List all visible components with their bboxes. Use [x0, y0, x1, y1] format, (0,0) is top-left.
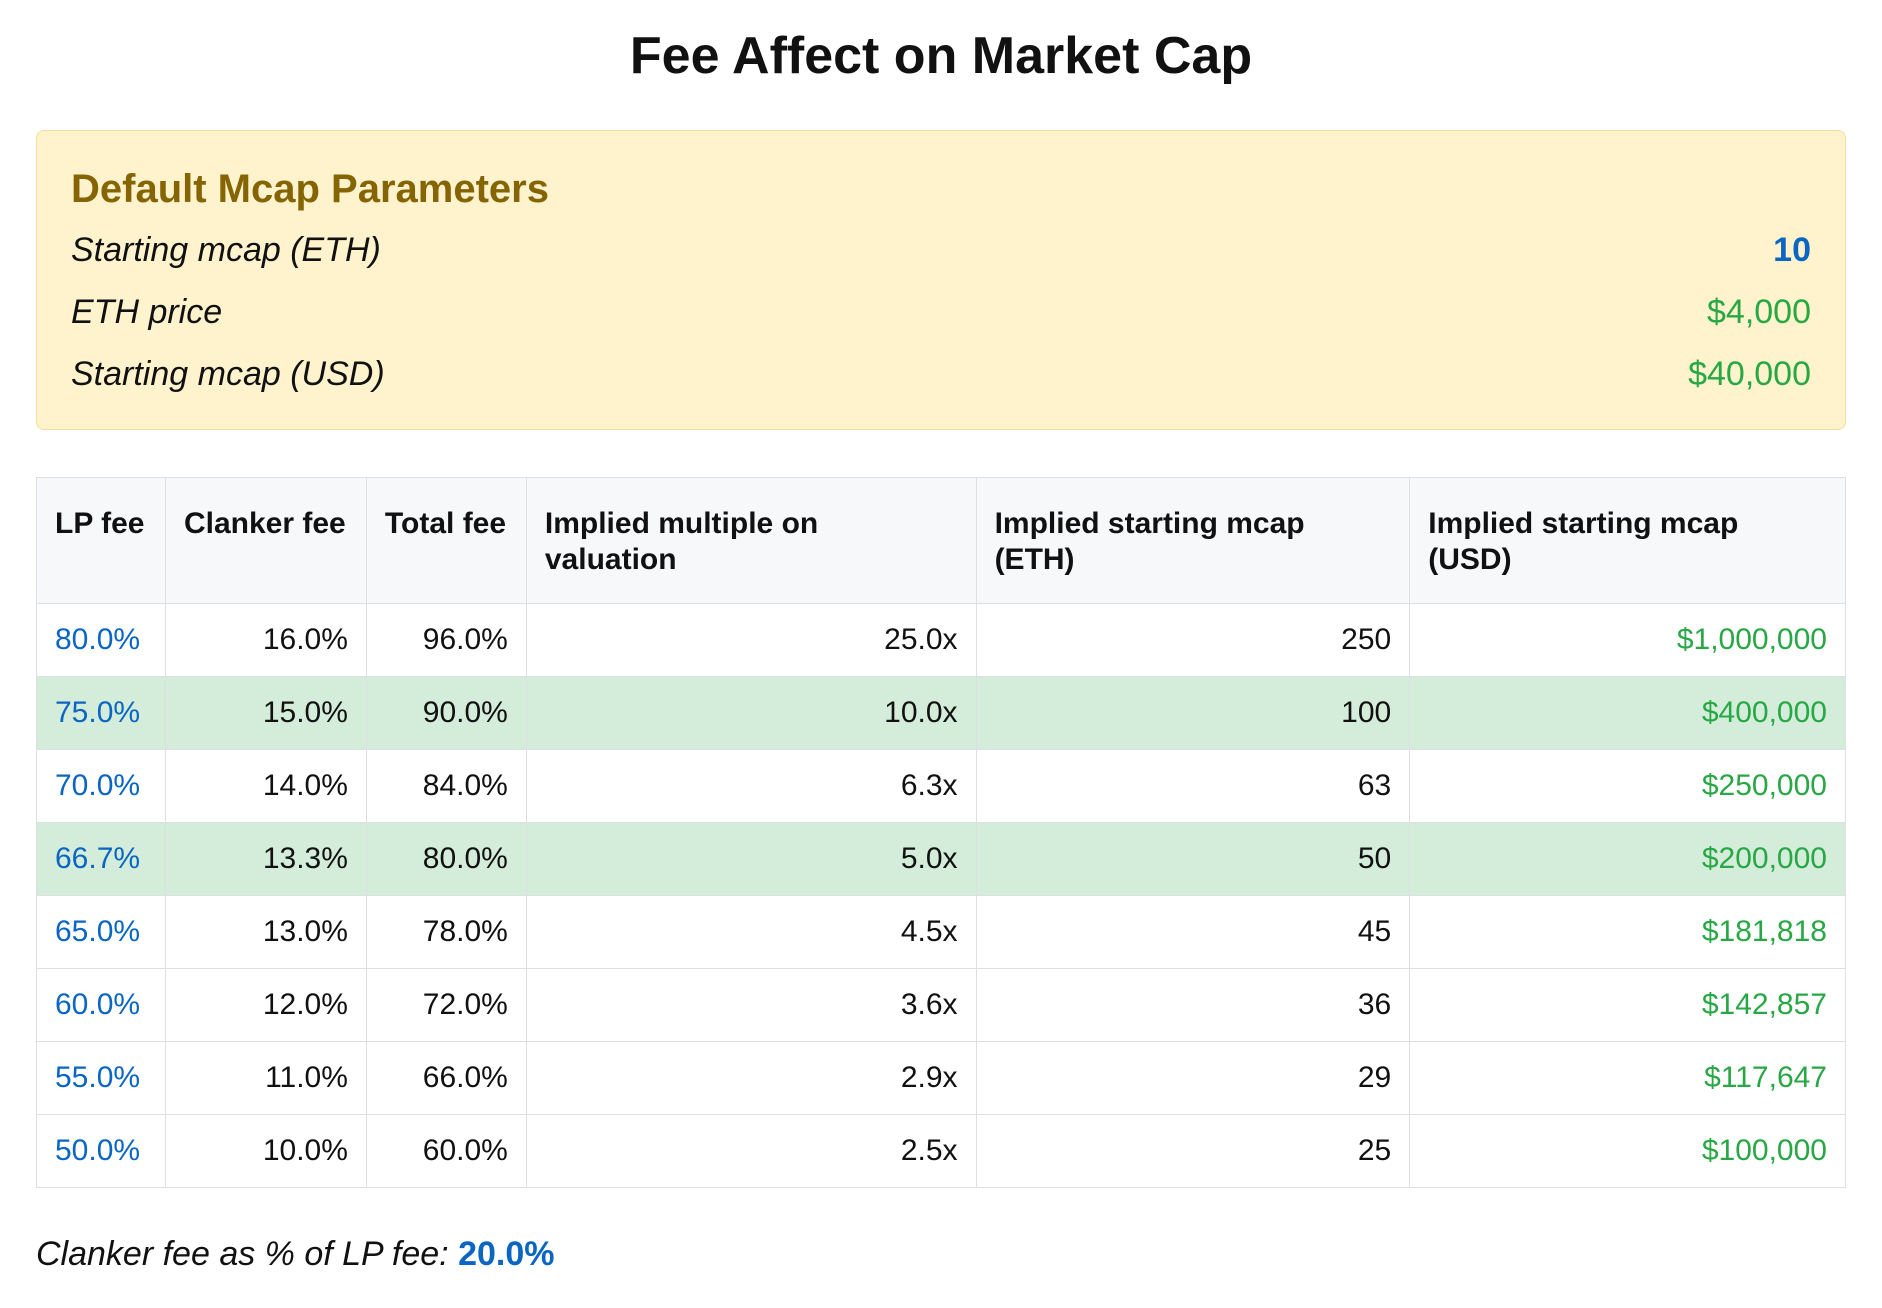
cell-lp-fee: 60.0% [36, 968, 166, 1042]
cell-total-fee: 72.0% [365, 968, 527, 1042]
cell-clanker-fee: 15.0% [164, 676, 367, 750]
cell-lp-fee: 50.0% [36, 1114, 166, 1188]
cell-mcap-eth: 25 [975, 1114, 1411, 1188]
param-value: $40,000 [1688, 354, 1811, 393]
column-header-total-fee: Total fee [365, 477, 527, 604]
footer-value: 20.0% [458, 1235, 555, 1273]
cell-implied-multiple: 6.3x [525, 749, 977, 823]
column-header-mcap-usd: Implied starting mcap (USD) [1409, 477, 1846, 604]
param-row-starting-mcap-usd: Starting mcap (USD) $40,000 [71, 343, 1811, 405]
param-label: Starting mcap (USD) [71, 354, 385, 393]
cell-implied-multiple: 25.0x [525, 603, 977, 677]
param-row-eth-price: ETH price $4,000 [71, 281, 1811, 343]
cell-mcap-usd: $142,857 [1409, 968, 1846, 1042]
cell-total-fee: 90.0% [365, 676, 527, 750]
cell-mcap-eth: 45 [975, 895, 1411, 969]
column-header-implied-multiple: Implied multiple on valuation [525, 477, 977, 604]
table-row: 70.0% 14.0% 84.0% 6.3x 63 $250,000 [36, 749, 1846, 823]
cell-mcap-eth: 250 [975, 603, 1411, 677]
params-panel: Default Mcap Parameters Starting mcap (E… [36, 130, 1846, 430]
cell-total-fee: 80.0% [365, 822, 527, 896]
cell-implied-multiple: 3.6x [525, 968, 977, 1042]
cell-mcap-usd: $200,000 [1409, 822, 1846, 896]
cell-total-fee: 84.0% [365, 749, 527, 823]
footer-note: Clanker fee as % of LP fee: 20.0% [36, 1232, 555, 1276]
cell-total-fee: 96.0% [365, 603, 527, 677]
cell-mcap-eth: 100 [975, 676, 1411, 750]
cell-clanker-fee: 16.0% [164, 603, 367, 677]
table-row: 80.0% 16.0% 96.0% 25.0x 250 $1,000,000 [36, 603, 1846, 677]
page: Fee Affect on Market Cap Default Mcap Pa… [36, 0, 1846, 1273]
cell-lp-fee: 65.0% [36, 895, 166, 969]
footer-label: Clanker fee as % of LP fee: [36, 1235, 449, 1273]
column-header-mcap-eth: Implied starting mcap (ETH) [975, 477, 1411, 604]
cell-lp-fee: 80.0% [36, 603, 166, 677]
cell-mcap-usd: $1,000,000 [1409, 603, 1846, 677]
column-header-lp-fee: LP fee [36, 477, 166, 604]
param-row-starting-mcap-eth: Starting mcap (ETH) 10 [71, 219, 1811, 281]
cell-clanker-fee: 11.0% [164, 1041, 367, 1115]
cell-clanker-fee: 13.0% [164, 895, 367, 969]
table-row: 50.0% 10.0% 60.0% 2.5x 25 $100,000 [36, 1114, 1846, 1188]
cell-mcap-eth: 29 [975, 1041, 1411, 1115]
cell-clanker-fee: 12.0% [164, 968, 367, 1042]
cell-mcap-eth: 63 [975, 749, 1411, 823]
cell-implied-multiple: 4.5x [525, 895, 977, 969]
cell-clanker-fee: 14.0% [164, 749, 367, 823]
table-row: 65.0% 13.0% 78.0% 4.5x 45 $181,818 [36, 895, 1846, 969]
params-heading: Default Mcap Parameters [71, 167, 549, 211]
cell-lp-fee: 75.0% [36, 676, 166, 750]
cell-clanker-fee: 13.3% [164, 822, 367, 896]
cell-implied-multiple: 10.0x [525, 676, 977, 750]
fee-table: LP fee Clanker fee Total fee Implied mul… [36, 477, 1846, 1188]
cell-clanker-fee: 10.0% [164, 1114, 367, 1188]
table-row: 55.0% 11.0% 66.0% 2.9x 29 $117,647 [36, 1041, 1846, 1115]
param-value: 10 [1773, 230, 1811, 269]
page-title: Fee Affect on Market Cap [629, 27, 1253, 85]
cell-mcap-eth: 36 [975, 968, 1411, 1042]
table-header-row: LP fee Clanker fee Total fee Implied mul… [36, 477, 1846, 604]
cell-implied-multiple: 2.5x [525, 1114, 977, 1188]
table-row: 60.0% 12.0% 72.0% 3.6x 36 $142,857 [36, 968, 1846, 1042]
table-row: 66.7% 13.3% 80.0% 5.0x 50 $200,000 [36, 822, 1846, 896]
cell-total-fee: 60.0% [365, 1114, 527, 1188]
param-value: $4,000 [1707, 292, 1811, 331]
table-row: 75.0% 15.0% 90.0% 10.0x 100 $400,000 [36, 676, 1846, 750]
cell-mcap-eth: 50 [975, 822, 1411, 896]
param-label: ETH price [71, 292, 223, 331]
cell-lp-fee: 55.0% [36, 1041, 166, 1115]
cell-mcap-usd: $400,000 [1409, 676, 1846, 750]
cell-mcap-usd: $100,000 [1409, 1114, 1846, 1188]
cell-mcap-usd: $250,000 [1409, 749, 1846, 823]
param-label: Starting mcap (ETH) [71, 230, 381, 269]
cell-total-fee: 78.0% [365, 895, 527, 969]
cell-mcap-usd: $117,647 [1409, 1041, 1846, 1115]
cell-lp-fee: 66.7% [36, 822, 166, 896]
cell-total-fee: 66.0% [365, 1041, 527, 1115]
cell-mcap-usd: $181,818 [1409, 895, 1846, 969]
cell-implied-multiple: 2.9x [525, 1041, 977, 1115]
column-header-clanker-fee: Clanker fee [164, 477, 367, 604]
cell-implied-multiple: 5.0x [525, 822, 977, 896]
cell-lp-fee: 70.0% [36, 749, 166, 823]
